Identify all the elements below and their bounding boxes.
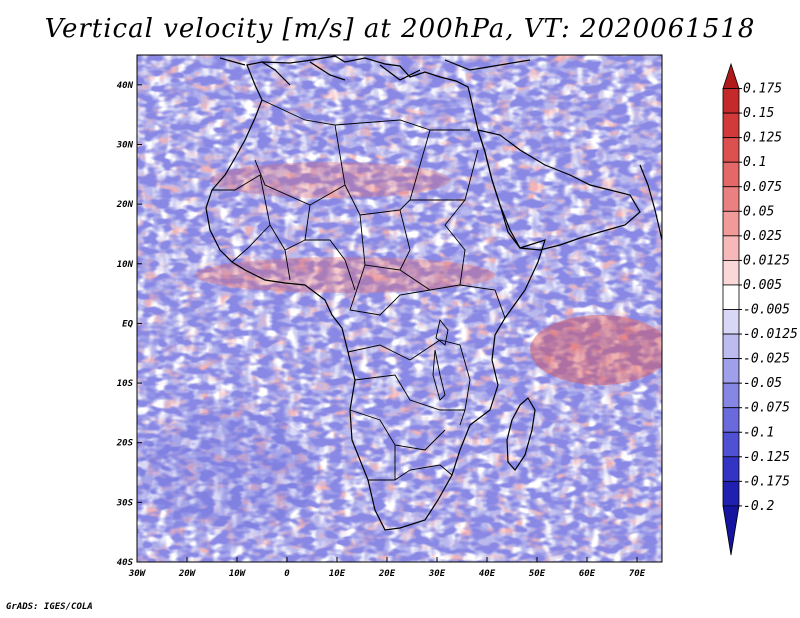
india-coastline [639,164,662,241]
positive-band-sahel [195,257,495,293]
great-lakes [432,318,449,401]
colorbar-box [722,161,740,188]
lon-tick-label: 30E [428,569,446,579]
colorbar-box [722,88,740,114]
europe-coastline [219,57,531,86]
lat-tick-label: 10N [117,260,134,270]
lon-tick-label: 50E [529,569,546,579]
coastlines-and-borders [205,55,662,531]
lon-tick-label: 30W [128,569,147,579]
colorbar-box [722,112,740,139]
lat-tick-label: 30S [116,498,134,508]
country-borders-west [212,174,356,291]
colorbar-box [722,235,740,261]
negative-band-south-atlantic [140,410,320,530]
lat-tick-label: 40N [117,81,134,91]
colorbar-box [722,137,740,163]
lat-tick-label: EQ [122,319,133,329]
lon-tick-label: 10W [229,569,247,579]
colorbar-label: -0.2 [743,499,774,514]
colorbar-top-triangle [722,62,740,89]
lat-tick-label: 10S [117,379,134,389]
arabian-peninsula-coastline [477,129,641,251]
plot-frame [136,54,663,563]
colorbar-box [722,259,740,286]
lon-tick-label: 0 [284,569,290,579]
colorbar-label: -0.025 [743,352,790,367]
colorbar-label: 0.05 [743,204,774,219]
colorbar-box [722,333,740,359]
lon-tick-label: 20W [178,569,197,579]
colorbar-label: 0.125 [743,131,782,146]
lon-tick-label: 10E [329,569,346,579]
colorbar-labels: 0.175 0.15 0.125 0.1 0.075 0.05 0.025 0.0125 0.0… [739,82,798,514]
africa-coastline [205,55,546,531]
latitude-axis: 40N 30N 20N 10N EQ 10S 20S 30S 40S [116,81,142,568]
colorbar-box [722,407,740,433]
lon-tick-label: 60E [579,569,596,579]
country-borders-central [349,199,506,319]
grads-credit: GrADS: IGES/COLA [6,602,93,612]
colorbar-label: 0.15 [743,106,774,121]
lon-tick-label: 20E [378,569,396,579]
colorbar-label: 0.0125 [743,253,790,268]
colorbar-label: -0.175 [743,474,790,489]
colorbar-box [722,284,740,310]
colorbar-label: -0.1 [743,425,774,440]
colorbar-label: 0.025 [743,229,782,244]
colorbar-box [722,456,740,482]
lon-tick-label: 70E [629,569,646,579]
colorbar-label: -0.125 [743,450,790,465]
longitude-axis: 30W 20W 10W 0 10E 20E 30E 40E 50E 60E 70E [128,557,646,579]
colorbar-label: -0.05 [743,376,782,391]
colorbar-label: -0.075 [743,401,790,416]
colorbar-label: -0.0125 [743,327,798,342]
lat-tick-label: 40S [117,558,134,568]
colorbar-boxes [722,62,740,556]
colorbar-label: -0.005 [743,303,790,318]
colorbar-box [722,210,740,237]
colorbar-label: 0.175 [743,82,782,97]
colorbar-box [722,309,740,335]
positive-band-north-africa [210,162,450,198]
lat-tick-label: 20N [116,200,134,210]
colorbar-bottom-triangle [722,505,740,556]
madagascar-coastline [506,397,536,471]
map-title: Vertical velocity [m/s] at 200hPa, VT: 2… [44,14,756,44]
colorbar-box [722,382,740,409]
colorbar-label: 0.005 [743,278,782,293]
colorbar-box [722,358,740,384]
colorbar-box [722,431,740,458]
country-borders-north [254,99,479,216]
colorbar-label: 0.1 [743,155,766,170]
lat-tick-label: 30N [116,140,134,150]
colorbar-box [722,480,740,507]
colorbar-label: 0.075 [743,180,782,195]
lon-tick-label: 40E [479,569,496,579]
lat-tick-label: 20S [116,439,134,449]
colorbar-box [722,186,740,212]
positive-band-indian-ocean [530,315,662,385]
country-borders-south [347,339,471,481]
